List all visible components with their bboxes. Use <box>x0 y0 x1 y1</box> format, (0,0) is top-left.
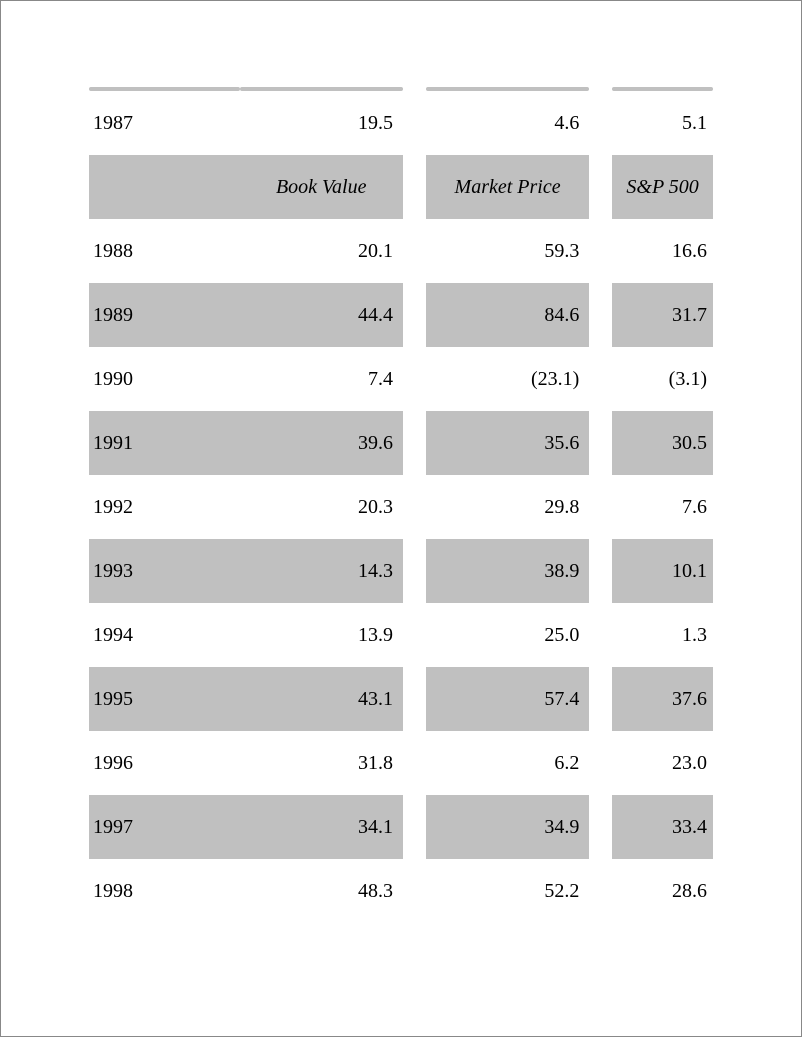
header-year <box>89 155 240 219</box>
cell-market: 84.6 <box>426 283 590 347</box>
table-row: 1994 13.9 25.0 1.3 <box>89 603 713 667</box>
table-row: 1987 19.5 4.6 5.1 <box>89 91 713 155</box>
cell-sp500: 10.1 <box>612 539 713 603</box>
cell-sp500: 1.3 <box>612 603 713 667</box>
performance-table: 1987 19.5 4.6 5.1 Book Value Market Pric… <box>89 87 713 923</box>
cell-market: 52.2 <box>426 859 590 923</box>
cell-year: 1992 <box>89 475 240 539</box>
cell-book: 43.1 <box>240 667 403 731</box>
cell-book: 13.9 <box>240 603 403 667</box>
table-row: 1989 44.4 84.6 31.7 <box>89 283 713 347</box>
cell-sp500: 30.5 <box>612 411 713 475</box>
cell-year: 1991 <box>89 411 240 475</box>
cell-year: 1994 <box>89 603 240 667</box>
cell-market: 34.9 <box>426 795 590 859</box>
cell-market: 35.6 <box>426 411 590 475</box>
header-sp500: S&P 500 <box>612 155 713 219</box>
cell-year: 1989 <box>89 283 240 347</box>
page: 1987 19.5 4.6 5.1 Book Value Market Pric… <box>0 0 802 1037</box>
cell-year: 1998 <box>89 859 240 923</box>
table-row: 1991 39.6 35.6 30.5 <box>89 411 713 475</box>
cell-market: (23.1) <box>426 347 590 411</box>
cell-book: 20.3 <box>240 475 403 539</box>
cell-book: 34.1 <box>240 795 403 859</box>
cell-market: 57.4 <box>426 667 590 731</box>
cell-sp500: 16.6 <box>612 219 713 283</box>
header-market: Market Price <box>426 155 590 219</box>
cell-year: 1996 <box>89 731 240 795</box>
cell-year: 1988 <box>89 219 240 283</box>
table-row: 1998 48.3 52.2 28.6 <box>89 859 713 923</box>
cell-book: 14.3 <box>240 539 403 603</box>
cell-book: 39.6 <box>240 411 403 475</box>
table-body: 1987 19.5 4.6 5.1 Book Value Market Pric… <box>89 87 713 923</box>
cell-book: 19.5 <box>240 91 403 155</box>
table-row: 1995 43.1 57.4 37.6 <box>89 667 713 731</box>
cell-sp500: 28.6 <box>612 859 713 923</box>
cell-sp500: 31.7 <box>612 283 713 347</box>
header-book: Book Value <box>240 155 403 219</box>
table-row: 1997 34.1 34.9 33.4 <box>89 795 713 859</box>
cell-sp500: 7.6 <box>612 475 713 539</box>
cell-book: 7.4 <box>240 347 403 411</box>
cell-market: 4.6 <box>426 91 590 155</box>
table-row: 1988 20.1 59.3 16.6 <box>89 219 713 283</box>
cell-market: 6.2 <box>426 731 590 795</box>
table-row: 1990 7.4 (23.1) (3.1) <box>89 347 713 411</box>
table-row: 1996 31.8 6.2 23.0 <box>89 731 713 795</box>
cell-sp500: 5.1 <box>612 91 713 155</box>
cell-year: 1990 <box>89 347 240 411</box>
cell-market: 59.3 <box>426 219 590 283</box>
cell-year: 1995 <box>89 667 240 731</box>
table-row: 1993 14.3 38.9 10.1 <box>89 539 713 603</box>
cell-book: 48.3 <box>240 859 403 923</box>
cell-market: 29.8 <box>426 475 590 539</box>
cell-book: 20.1 <box>240 219 403 283</box>
cell-year: 1993 <box>89 539 240 603</box>
cell-sp500: 37.6 <box>612 667 713 731</box>
cell-book: 44.4 <box>240 283 403 347</box>
cell-year: 1997 <box>89 795 240 859</box>
cell-market: 25.0 <box>426 603 590 667</box>
table-row: 1992 20.3 29.8 7.6 <box>89 475 713 539</box>
cell-market: 38.9 <box>426 539 590 603</box>
cell-sp500: (3.1) <box>612 347 713 411</box>
cell-book: 31.8 <box>240 731 403 795</box>
cell-sp500: 23.0 <box>612 731 713 795</box>
cell-year: 1987 <box>89 91 240 155</box>
table-header-row: Book Value Market Price S&P 500 <box>89 155 713 219</box>
cell-sp500: 33.4 <box>612 795 713 859</box>
